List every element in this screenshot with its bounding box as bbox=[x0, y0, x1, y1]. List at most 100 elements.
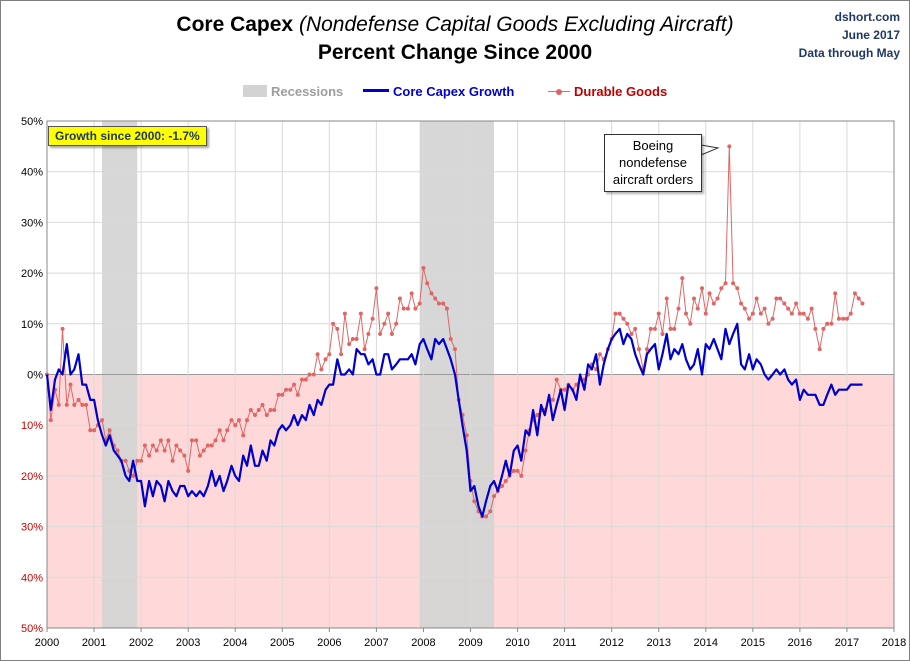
x-tick-label: 2016 bbox=[788, 637, 812, 649]
series-durable-point bbox=[182, 453, 187, 458]
callout-line-2: nondefense bbox=[619, 155, 687, 170]
series-durable-point bbox=[170, 458, 175, 463]
series-durable-point bbox=[617, 311, 622, 316]
series-durable-point bbox=[550, 397, 555, 402]
series-durable-point bbox=[613, 311, 618, 316]
series-durable-point bbox=[629, 331, 634, 336]
series-durable-point bbox=[158, 438, 163, 443]
series-durable-point bbox=[809, 306, 814, 311]
legend-core: Core Capex Growth bbox=[363, 84, 514, 99]
y-tick-label: 10% bbox=[21, 319, 43, 331]
series-durable-point bbox=[342, 311, 347, 316]
x-tick-label: 2012 bbox=[599, 637, 623, 649]
series-durable-point bbox=[841, 316, 846, 321]
y-tick-label: 30% bbox=[21, 522, 43, 534]
y-tick-label: 40% bbox=[21, 167, 43, 179]
series-durable-point bbox=[519, 473, 524, 478]
series-durable-point bbox=[123, 458, 128, 463]
x-tick-label: 2001 bbox=[82, 637, 106, 649]
series-durable-point bbox=[813, 326, 818, 331]
series-durable-point bbox=[205, 443, 210, 448]
series-durable-point bbox=[288, 387, 293, 392]
title-parenthetical: (Nondefense Capital Goods Excluding Airc… bbox=[298, 13, 734, 36]
series-durable-point bbox=[80, 402, 85, 407]
series-durable-point bbox=[394, 321, 399, 326]
series-durable-point bbox=[464, 433, 469, 438]
series-durable-point bbox=[417, 301, 422, 306]
x-tick-label: 2011 bbox=[553, 637, 577, 649]
series-durable-point bbox=[315, 352, 320, 357]
series-durable-point bbox=[747, 316, 752, 321]
series-durable-point bbox=[264, 413, 269, 418]
title-main: Core Capex bbox=[176, 13, 294, 36]
series-durable-point bbox=[782, 301, 787, 306]
series-durable-point bbox=[848, 311, 853, 316]
series-durable-point bbox=[107, 428, 112, 433]
series-durable-point bbox=[786, 306, 791, 311]
x-tick-label: 2002 bbox=[129, 637, 153, 649]
series-durable-point bbox=[778, 296, 783, 301]
callout-line-1: Boeing bbox=[632, 138, 674, 153]
series-durable-point bbox=[766, 321, 771, 326]
series-durable-point bbox=[762, 306, 767, 311]
series-durable-point bbox=[225, 428, 230, 433]
series-durable-point bbox=[48, 418, 53, 423]
series-durable-point bbox=[401, 306, 406, 311]
series-durable-point bbox=[347, 342, 352, 347]
x-tick-label: 2014 bbox=[694, 637, 718, 649]
series-durable-point bbox=[750, 311, 755, 316]
series-durable-point bbox=[774, 296, 779, 301]
series-durable-point bbox=[852, 291, 857, 296]
boeing-callout: Boeing nondefense aircraft orders bbox=[604, 134, 702, 192]
series-durable-point bbox=[174, 443, 179, 448]
series-durable-point bbox=[64, 402, 69, 407]
series-durable-point bbox=[252, 413, 257, 418]
series-durable-point bbox=[676, 306, 681, 311]
series-durable-point bbox=[327, 352, 332, 357]
series-durable-point bbox=[821, 326, 826, 331]
series-durable-point bbox=[836, 316, 841, 321]
series-durable-point bbox=[135, 458, 140, 463]
y-tick-label: 10% bbox=[21, 420, 43, 432]
series-durable-point bbox=[633, 326, 638, 331]
series-durable-point bbox=[688, 321, 693, 326]
series-durable-point bbox=[115, 448, 120, 453]
series-durable-point bbox=[84, 402, 89, 407]
series-durable-point bbox=[280, 392, 285, 397]
legend-recessions-label: Recessions bbox=[271, 84, 344, 99]
series-durable-point bbox=[236, 418, 241, 423]
series-durable-point bbox=[162, 448, 167, 453]
series-durable-point bbox=[621, 316, 626, 321]
series-durable-point bbox=[295, 392, 300, 397]
series-durable-point bbox=[303, 377, 308, 382]
series-durable-point bbox=[186, 468, 191, 473]
series-durable-point bbox=[370, 316, 375, 321]
series-durable-point bbox=[656, 311, 661, 316]
x-tick-label: 2004 bbox=[223, 637, 247, 649]
series-durable-point bbox=[166, 438, 171, 443]
series-durable-point bbox=[789, 311, 794, 316]
x-tick-label: 2000 bbox=[35, 637, 59, 649]
series-durable-point bbox=[735, 286, 740, 291]
x-tick-label: 2013 bbox=[646, 637, 670, 649]
series-durable-point bbox=[703, 311, 708, 316]
series-durable-point bbox=[92, 428, 97, 433]
series-durable-point bbox=[723, 281, 728, 286]
series-durable-point bbox=[727, 144, 732, 149]
series-durable-point bbox=[201, 448, 206, 453]
series-durable-point bbox=[448, 337, 453, 342]
series-durable-point bbox=[644, 347, 649, 352]
series-durable-point bbox=[311, 372, 316, 377]
series-durable-point bbox=[307, 372, 312, 377]
series-durable-point bbox=[472, 499, 477, 504]
x-tick-label: 2015 bbox=[741, 637, 765, 649]
y-tick-label: 50% bbox=[21, 623, 43, 635]
x-tick-label: 2009 bbox=[458, 637, 482, 649]
series-durable-point bbox=[692, 296, 697, 301]
series-durable-point bbox=[178, 448, 183, 453]
series-durable-point bbox=[680, 276, 685, 281]
series-durable-point bbox=[300, 377, 305, 382]
series-durable-point bbox=[56, 402, 61, 407]
series-durable-point bbox=[421, 266, 426, 271]
legend-durable-label: Durable Goods bbox=[574, 84, 668, 99]
